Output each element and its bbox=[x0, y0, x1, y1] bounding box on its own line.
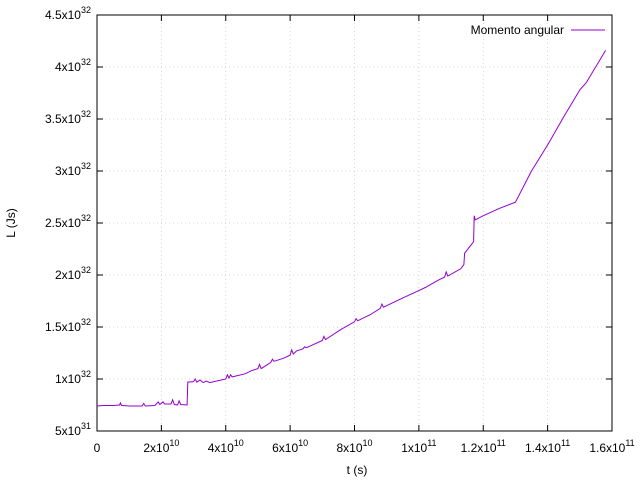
axis-ticks: 0 2x1010 4x1010 6x1010 8x1010 1x1011 1.2x1011 1… bbox=[45, 5, 635, 455]
y-tick-label: 3x1032 bbox=[55, 161, 91, 178]
x-tick-label: 1.4x1011 bbox=[525, 438, 570, 455]
y-tick-label: 2x1032 bbox=[55, 265, 91, 282]
y-axis-label: L (Js) bbox=[4, 208, 18, 238]
x-tick-label: 1.6x1011 bbox=[589, 438, 634, 455]
x-tick-label: 0 bbox=[94, 441, 101, 455]
series-line bbox=[96, 50, 607, 407]
x-tick-label: 1.2x1011 bbox=[461, 438, 506, 455]
x-tick-label: 2x1010 bbox=[143, 438, 179, 455]
y-tick-label: 1x1032 bbox=[55, 369, 91, 386]
y-tick-label: 3.5x1032 bbox=[45, 109, 91, 126]
y-tick-label: 4x1032 bbox=[55, 57, 91, 74]
y-tick-label: 1.5x1032 bbox=[45, 317, 91, 334]
grid bbox=[97, 15, 612, 431]
x-tick-label: 4x1010 bbox=[208, 438, 244, 455]
x-axis-label: t (s) bbox=[347, 463, 368, 477]
y-tick-label: 2.5x1032 bbox=[45, 213, 91, 230]
x-tick-label: 8x1010 bbox=[336, 438, 372, 455]
legend: Momento angular bbox=[471, 23, 605, 37]
series-layer bbox=[96, 50, 607, 407]
y-tick-label: 5x1031 bbox=[55, 421, 91, 438]
x-tick-label: 1x1011 bbox=[401, 438, 436, 455]
legend-label: Momento angular bbox=[471, 23, 564, 37]
x-tick-label: 6x1010 bbox=[272, 438, 308, 455]
y-tick-label: 4.5x1032 bbox=[45, 5, 91, 22]
